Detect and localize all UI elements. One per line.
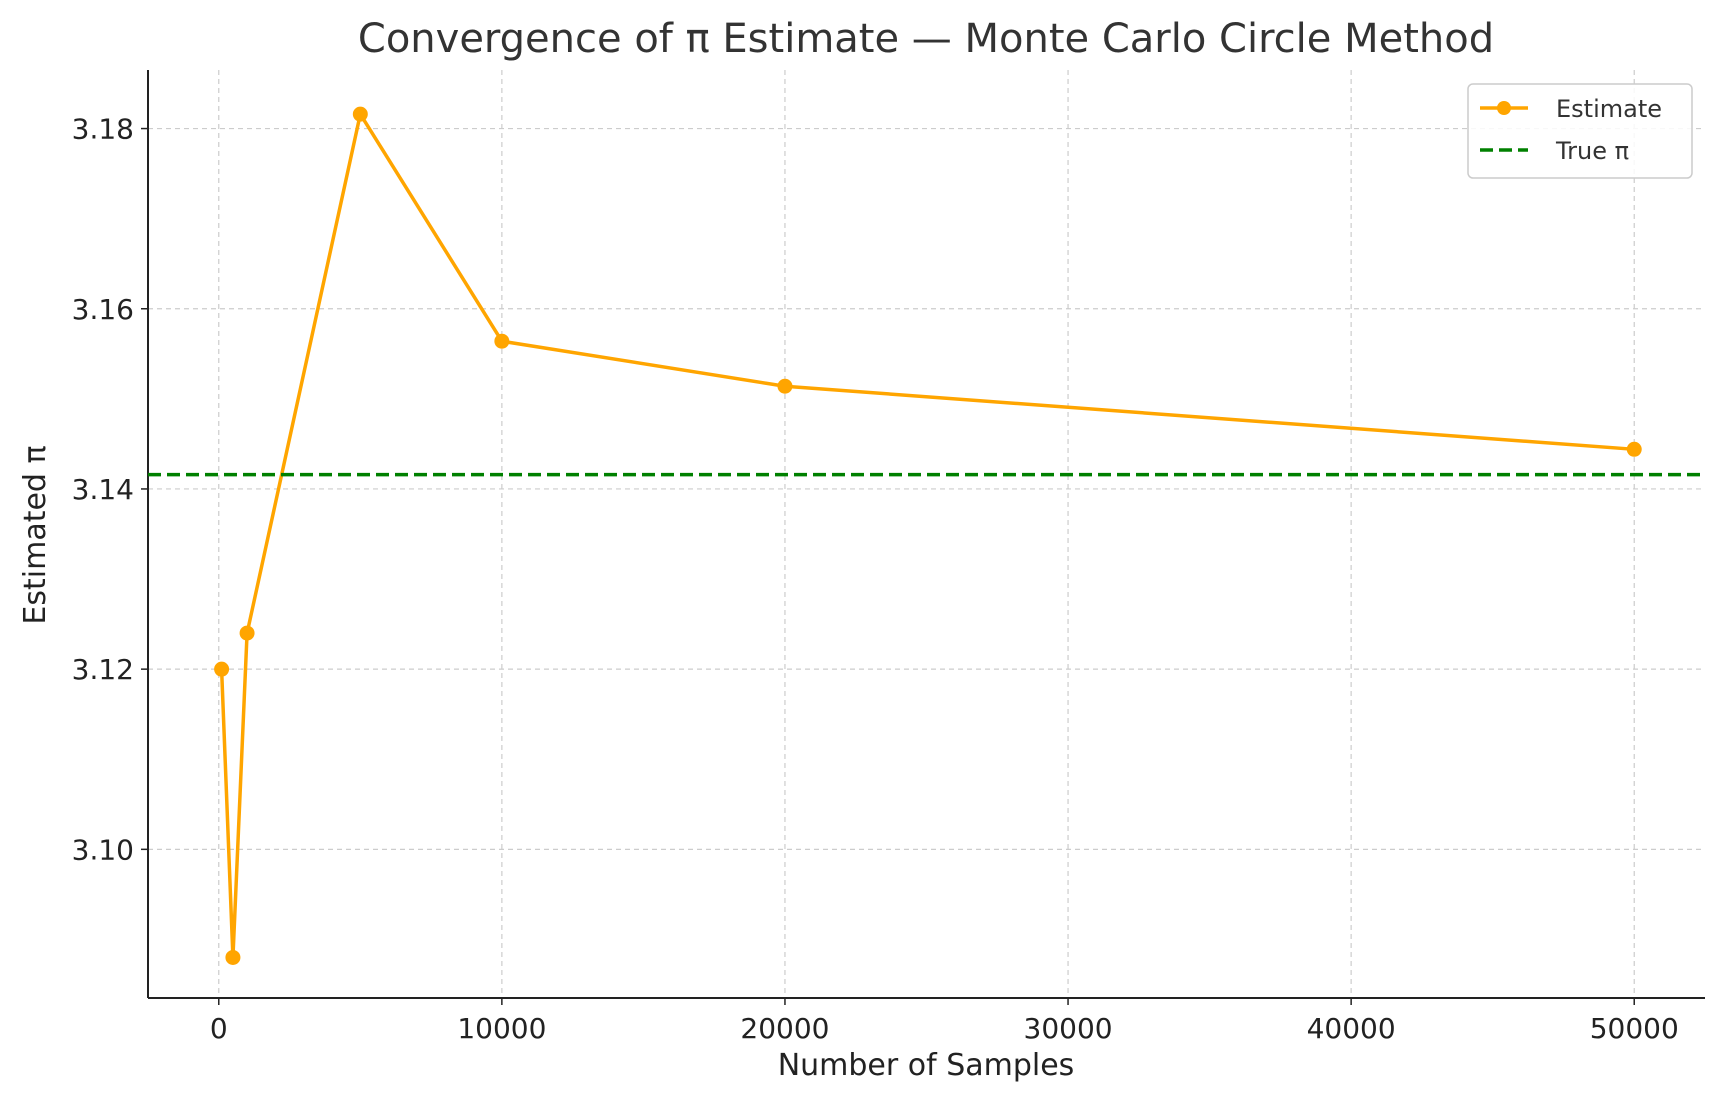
grid-lines — [148, 70, 1705, 998]
y-tick-label-1: 3.12 — [72, 653, 134, 686]
estimate-point-0 — [214, 661, 230, 677]
estimate-point-4 — [494, 333, 510, 349]
x-tick-label-4: 40000 — [1307, 1012, 1396, 1045]
series-layer — [148, 106, 1705, 965]
estimate-point-1 — [225, 949, 241, 965]
axes — [147, 70, 1705, 999]
estimate-point-2 — [239, 625, 255, 641]
x-tick-label-0: 0 — [210, 1012, 228, 1045]
legend-swatch-estimate-marker — [1497, 101, 1511, 115]
tick-labels: 0 10000 20000 30000 40000 50000 3.10 3.12 3.14 3.… — [72, 113, 1679, 1045]
y-tick-label-4: 3.18 — [72, 113, 134, 146]
estimate-series-line — [219, 112, 1635, 960]
estimate-point-6 — [1626, 441, 1642, 457]
legend-label-1: True π — [1555, 137, 1629, 165]
chart-title: Convergence of π Estimate — Monte Carlo … — [358, 16, 1494, 62]
x-tick-label-3: 30000 — [1024, 1012, 1113, 1045]
estimate-point-5 — [777, 378, 793, 394]
y-tick-label-3: 3.16 — [72, 293, 134, 326]
estimate-point-3 — [352, 106, 368, 122]
legend-label-0: Estimate — [1556, 95, 1662, 123]
y-tick-label-2: 3.14 — [72, 473, 134, 506]
x-tick-label-5: 50000 — [1590, 1012, 1679, 1045]
y-tick-label-0: 3.10 — [72, 833, 134, 866]
y-axis-label: Estimated π — [18, 445, 53, 624]
x-tick-label-2: 20000 — [740, 1012, 829, 1045]
x-tick-label-1: 10000 — [457, 1012, 546, 1045]
x-axis-label: Number of Samples — [778, 1048, 1075, 1083]
legend: Estimate True π — [1467, 83, 1693, 179]
